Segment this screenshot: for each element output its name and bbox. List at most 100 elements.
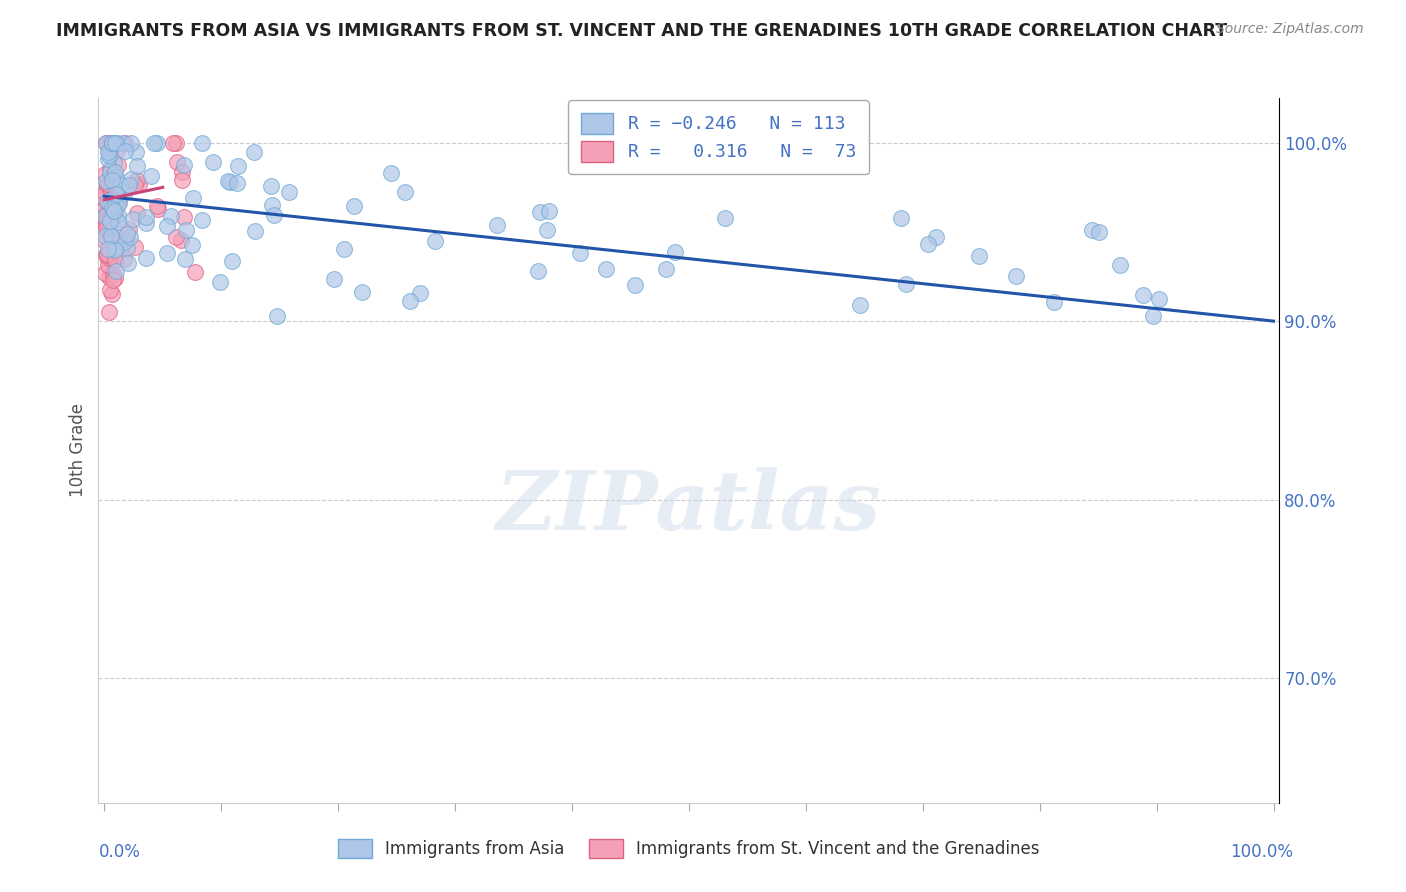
Point xyxy=(1142,309,1164,323)
Text: 0.0%: 0.0% xyxy=(98,843,141,861)
Point xyxy=(107,214,129,228)
Point xyxy=(97,196,120,211)
Point xyxy=(917,236,939,251)
Point xyxy=(135,252,157,266)
Point xyxy=(93,266,115,280)
Point xyxy=(190,213,212,227)
Point xyxy=(107,197,129,211)
Point xyxy=(101,165,124,179)
Point xyxy=(103,168,125,182)
Point xyxy=(201,155,224,169)
Point xyxy=(105,186,128,201)
Point xyxy=(423,235,446,249)
Point xyxy=(170,233,193,247)
Point xyxy=(97,147,120,161)
Point xyxy=(849,298,872,312)
Point xyxy=(93,221,115,235)
Point xyxy=(165,136,187,150)
Point xyxy=(94,173,117,187)
Point xyxy=(104,165,127,179)
Point xyxy=(529,205,551,219)
Point xyxy=(967,249,990,263)
Point xyxy=(97,145,120,159)
Point xyxy=(101,267,124,281)
Point xyxy=(127,159,149,173)
Point xyxy=(350,285,373,300)
Point xyxy=(97,252,120,266)
Point xyxy=(115,241,138,255)
Point xyxy=(94,168,117,182)
Point xyxy=(97,193,120,207)
Point xyxy=(1043,294,1066,309)
Point xyxy=(114,233,136,247)
Point xyxy=(323,271,346,285)
Point xyxy=(108,196,131,211)
Point xyxy=(97,258,120,272)
Point xyxy=(143,136,166,150)
Point xyxy=(114,136,136,150)
Point xyxy=(94,234,117,248)
Point xyxy=(124,178,146,192)
Point xyxy=(105,136,128,150)
Point xyxy=(141,169,163,183)
Point xyxy=(96,180,118,194)
Point xyxy=(97,269,120,284)
Point xyxy=(117,178,139,192)
Point xyxy=(98,143,121,157)
Point xyxy=(217,173,239,187)
Point xyxy=(262,198,284,212)
Point xyxy=(98,165,121,179)
Point xyxy=(101,206,124,220)
Point xyxy=(94,186,117,201)
Point xyxy=(121,211,143,226)
Point xyxy=(574,136,596,150)
Point xyxy=(1087,225,1109,239)
Point xyxy=(101,201,124,215)
Point xyxy=(104,243,127,257)
Point xyxy=(101,221,124,235)
Point xyxy=(120,136,142,150)
Point xyxy=(94,210,117,224)
Point xyxy=(93,229,115,244)
Point xyxy=(105,241,128,255)
Point xyxy=(173,211,195,225)
Point xyxy=(145,199,167,213)
Point xyxy=(94,201,117,215)
Point xyxy=(104,197,127,211)
Legend: Immigrants from Asia, Immigrants from St. Vincent and the Grenadines: Immigrants from Asia, Immigrants from St… xyxy=(332,832,1046,865)
Point xyxy=(263,209,285,223)
Point xyxy=(105,264,128,278)
Point xyxy=(93,191,115,205)
Point xyxy=(93,216,115,230)
Point xyxy=(172,164,194,178)
Point xyxy=(94,247,117,261)
Point xyxy=(112,252,135,266)
Point xyxy=(97,178,120,192)
Point xyxy=(104,136,127,151)
Point xyxy=(97,305,120,319)
Point xyxy=(98,178,121,192)
Point xyxy=(94,213,117,227)
Point xyxy=(398,293,420,308)
Point xyxy=(1132,287,1154,301)
Point xyxy=(219,175,242,189)
Point xyxy=(112,136,135,150)
Point xyxy=(107,158,129,172)
Point xyxy=(110,178,132,192)
Point xyxy=(98,136,121,150)
Point xyxy=(394,185,416,199)
Y-axis label: 10th Grade: 10th Grade xyxy=(69,403,87,498)
Point xyxy=(107,190,129,204)
Point xyxy=(155,219,177,233)
Point xyxy=(243,224,266,238)
Point xyxy=(135,215,157,229)
Point xyxy=(537,204,560,219)
Point xyxy=(98,213,121,227)
Point xyxy=(174,223,197,237)
Point xyxy=(96,206,118,220)
Point xyxy=(96,247,118,261)
Point xyxy=(125,145,148,159)
Point xyxy=(120,171,142,186)
Point xyxy=(103,155,125,169)
Point xyxy=(100,252,122,266)
